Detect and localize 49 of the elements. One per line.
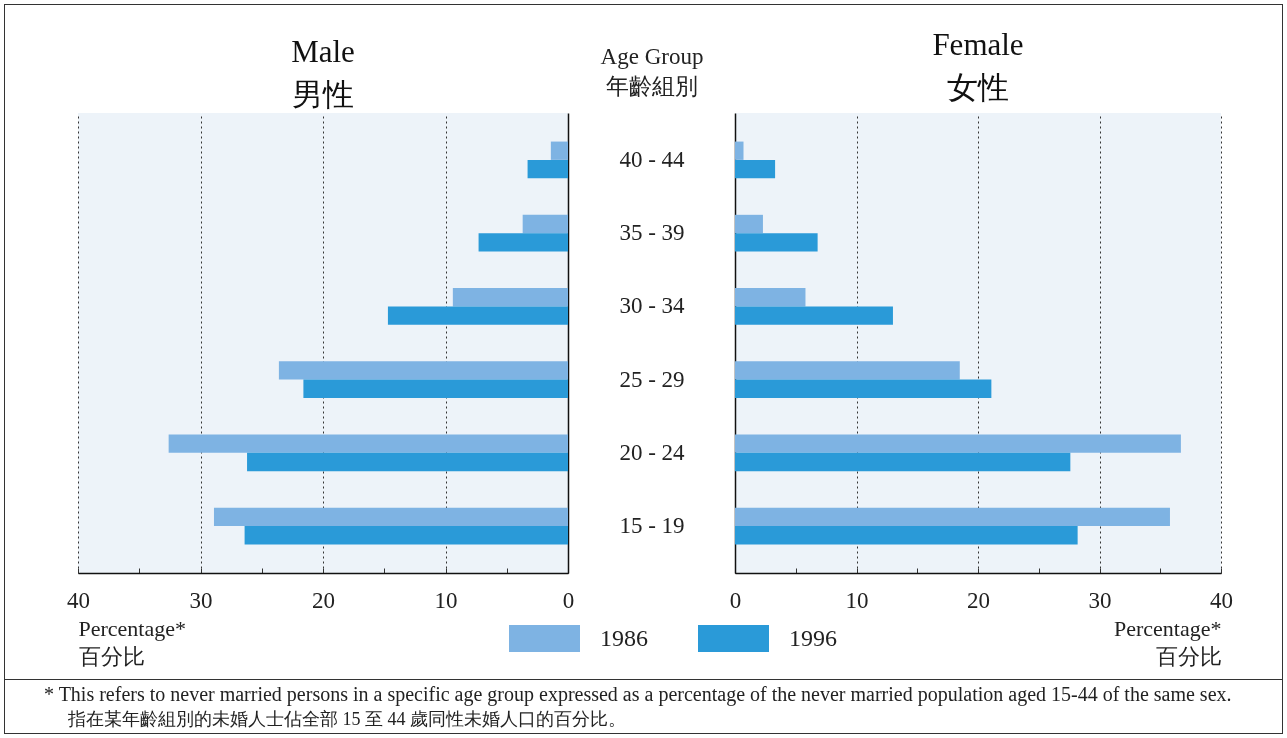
bar	[735, 306, 893, 325]
x-tick-label: 10	[434, 587, 458, 613]
x-tick-label: 10	[845, 587, 869, 613]
x-tick-label: 0	[562, 587, 575, 613]
x-axis-title: Percentage* 百分比	[78, 615, 186, 669]
y-tick-label: 25 - 29	[619, 366, 685, 392]
legend-label: 1986	[600, 624, 648, 651]
y-axis-title: Age Group 年齡組別	[600, 43, 704, 99]
bar	[387, 306, 568, 325]
bar	[735, 214, 763, 234]
y-tick-label: 20 - 24	[619, 439, 686, 465]
bar	[735, 361, 960, 380]
bar	[478, 233, 568, 252]
bar	[213, 507, 568, 527]
bar	[278, 361, 568, 380]
bar	[735, 379, 992, 398]
bar	[735, 526, 1078, 545]
text: * This refers to never married persons in a specific age group expressed as a percentage of the never married population aged 15-44 of the same sex.	[43, 682, 1233, 707]
bar	[735, 452, 1071, 472]
x-axis-title: Percentage* 百分比	[1114, 615, 1222, 669]
bar	[735, 159, 776, 179]
x-tick-label: 40	[1210, 587, 1233, 613]
bar	[527, 159, 568, 179]
bar	[247, 452, 568, 472]
bar	[303, 379, 568, 398]
bar	[735, 288, 806, 307]
text: 指在某年齡組別的未婚人士佔全部 15 至 44 歲同性未婚人口的百分比。	[67, 708, 627, 731]
y-tick-label: 35 - 39	[619, 220, 685, 246]
chart-title: Male 男性	[291, 34, 355, 112]
x-tick-label: 40	[67, 587, 90, 613]
bar	[522, 214, 568, 234]
y-tick-label: 30 - 34	[619, 293, 686, 319]
x-tick-label: 20	[312, 587, 335, 613]
x-tick-label: 0	[729, 587, 742, 613]
bar	[452, 288, 568, 307]
x-tick-label: 20	[967, 587, 990, 613]
bar	[735, 507, 1170, 527]
bar	[244, 526, 568, 545]
x-tick-label: 30	[1088, 587, 1112, 613]
legend-label: 1996	[789, 624, 837, 651]
bar	[735, 141, 744, 160]
y-tick-label: 15 - 19	[619, 513, 685, 539]
chart-title: Female 女性	[932, 27, 1024, 105]
x-tick-label: 30	[189, 587, 213, 613]
bar	[550, 141, 568, 160]
bar	[735, 233, 818, 252]
y-tick-label: 40 - 44	[619, 146, 686, 172]
bar	[168, 434, 568, 453]
bar	[735, 434, 1181, 453]
